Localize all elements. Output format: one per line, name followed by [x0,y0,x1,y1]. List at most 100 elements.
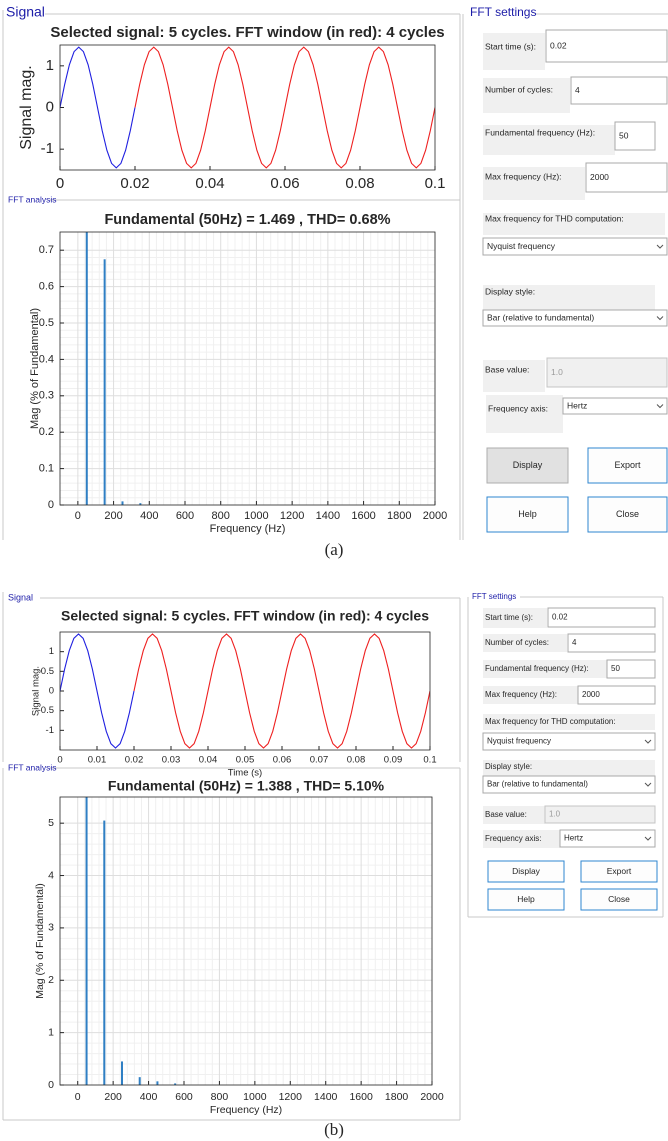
field-label-bg [483,686,578,704]
field-label-bg [483,608,547,628]
text-input[interactable] [614,121,656,151]
x-tick-label: 0.03 [162,755,181,766]
signal-line [60,633,135,749]
text-input[interactable] [585,162,668,193]
button-label[interactable]: Display [513,460,543,470]
field-label: Base value: [485,810,527,819]
x-tick-label: 400 [140,1091,158,1103]
button[interactable] [486,496,569,533]
button-label[interactable]: Display [512,866,541,876]
x-axis-label: Frequency (Hz) [210,1104,282,1116]
signal-line [133,633,430,749]
panel-label: Signal [8,592,33,602]
caption: (a) [325,540,344,559]
button[interactable] [487,860,565,883]
field-label: Display style: [485,762,532,771]
x-tick-label: 0.1 [425,175,446,192]
button-label[interactable]: Export [614,460,641,470]
button-label[interactable]: Help [517,894,535,904]
dropdown-value: Nyquist frequency [487,737,551,746]
field-label: Start time (s): [485,41,536,51]
plot-area [60,232,435,505]
text-input[interactable] [577,685,656,705]
text-input[interactable] [606,659,656,679]
bar [138,1077,141,1085]
y-tick-label: 0.7 [39,244,54,256]
y-tick-label: 0.5 [41,666,54,677]
chart-title: Selected signal: 5 cycles. FFT window (i… [61,608,429,624]
field-label: Display style: [485,286,535,296]
x-tick-label: 200 [104,1091,122,1103]
field-label-bg [483,360,545,392]
y-tick-label: 0.4 [39,353,54,365]
input-value: 0.02 [552,613,568,622]
field-label: Frequency axis: [485,834,541,843]
field-label: Frequency axis: [488,403,548,413]
axes-box [59,796,433,1086]
button[interactable] [486,447,569,484]
field-label: Fundamental frequency (Hz): [485,664,589,673]
y-tick-label: 1 [48,1026,54,1038]
button-label[interactable]: Export [607,866,632,876]
input-value: 0.02 [550,40,567,50]
text-input[interactable] [570,76,668,105]
y-tick-label: 1 [46,57,54,74]
x-tick-label: 0.04 [195,175,224,192]
button-label[interactable]: Close [608,894,630,904]
field-label: Start time (s): [485,613,533,622]
dropdown[interactable] [482,775,656,794]
y-tick-label: 1 [49,646,54,657]
x-tick-label: 1200 [279,1091,303,1103]
field-label-bg [483,760,655,776]
text-input[interactable] [567,633,656,653]
x-tick-label: 1600 [349,1091,373,1103]
plot-area [60,797,432,1085]
y-tick-label: 0 [48,499,54,511]
dropdown-value: Hertz [564,834,583,843]
button[interactable] [487,888,565,911]
x-tick-label: 600 [176,510,194,522]
dropdown[interactable] [482,732,656,751]
button[interactable] [587,447,668,484]
x-tick-label: 0.08 [347,755,366,766]
y-tick-label: -0.5 [38,705,54,716]
dropdown[interactable] [482,237,668,256]
button[interactable] [580,888,658,911]
y-tick-label: 4 [48,869,54,881]
x-tick-label: 0.04 [199,755,218,766]
dropdown[interactable] [482,309,668,327]
x-tick-label: 1400 [314,1091,338,1103]
y-axis-label: Signal mag. [18,65,35,150]
x-tick-label: 0.06 [270,175,299,192]
x-tick-label: 0.01 [88,755,107,766]
dropdown[interactable] [562,397,668,415]
x-tick-label: 0.02 [120,175,149,192]
button-label[interactable]: Close [616,509,639,519]
y-axis-label: Mag (% of Fundamental) [34,883,46,999]
x-tick-label: 2000 [423,510,447,522]
field-label: Number of cycles: [485,638,549,647]
y-tick-label: 3 [48,922,54,934]
x-tick-label: 1400 [316,510,340,522]
signal-line [134,46,435,169]
field-label-bg [486,395,563,433]
dropdown-value: Bar (relative to fundamental) [487,312,594,322]
field-label: Base value: [485,364,529,374]
text-input[interactable] [545,29,668,63]
dropdown[interactable] [559,829,656,848]
axes-box [59,631,431,751]
y-tick-label: 0 [49,686,54,697]
x-tick-label: 0 [57,755,62,766]
dropdown-arrow [644,782,652,787]
input-value: 1.0 [551,367,563,377]
dropdown-value: Nyquist frequency [487,241,556,251]
text-input [544,805,656,824]
button[interactable] [580,860,658,883]
button-label[interactable]: Help [518,509,537,519]
panel-title: FFT settings [472,592,516,601]
button[interactable] [587,496,668,533]
y-tick-label: 0 [46,98,54,115]
text-input[interactable] [547,607,656,628]
field-label: Number of cycles: [485,84,553,94]
x-tick-label: 1800 [385,1091,409,1103]
